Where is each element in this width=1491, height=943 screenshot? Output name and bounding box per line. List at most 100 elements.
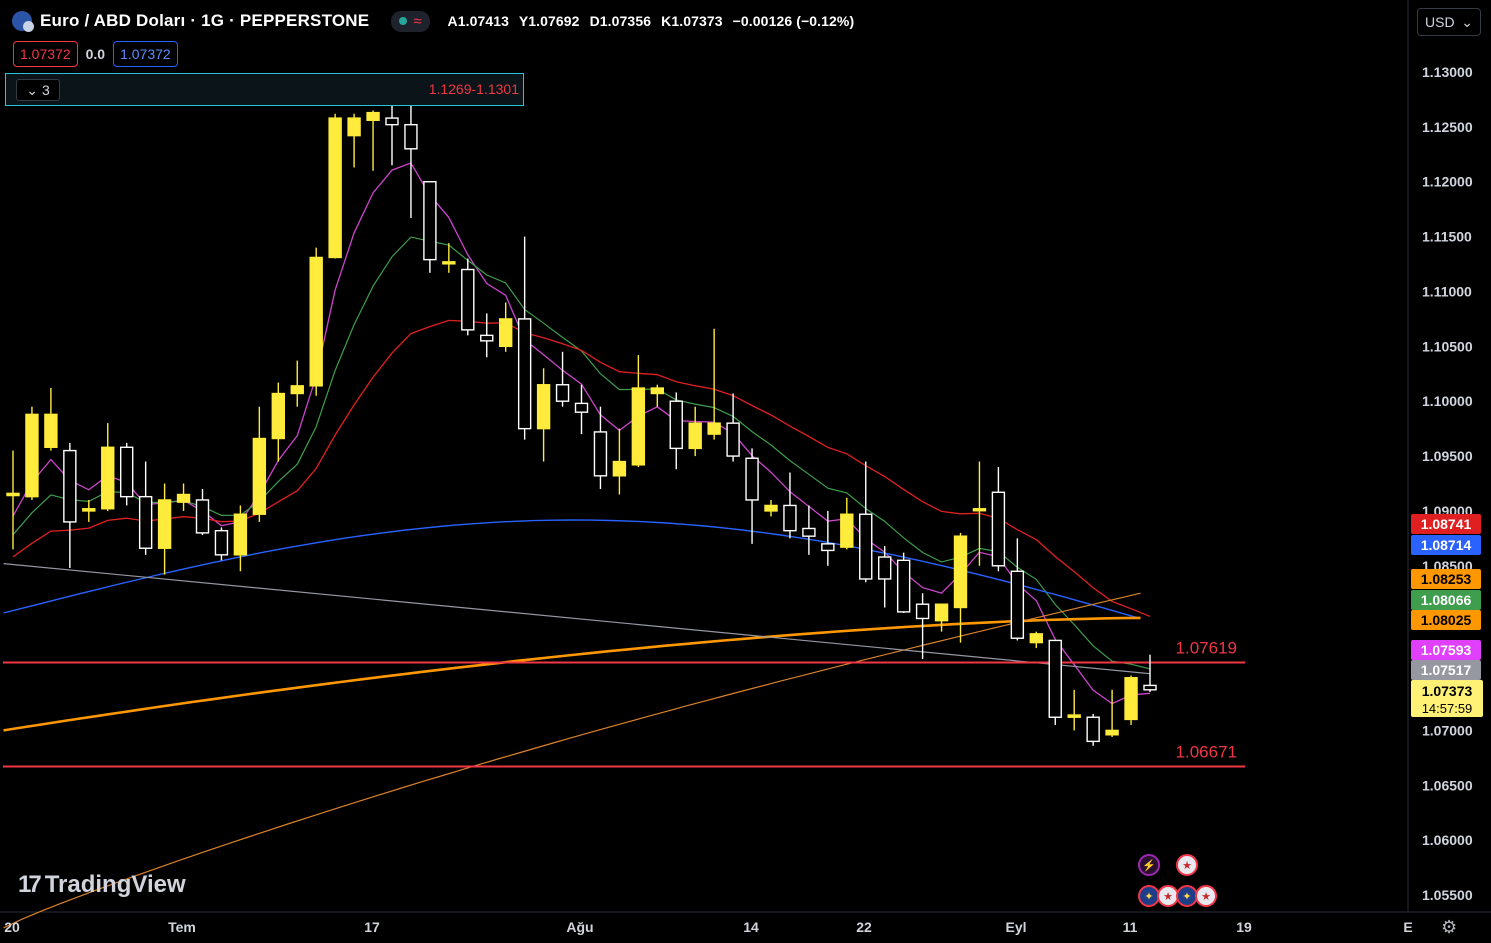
- candle[interactable]: [25, 406, 39, 500]
- y-tick-label: 1.10000: [1422, 393, 1473, 409]
- price-badge-bg: [1411, 569, 1481, 589]
- candle[interactable]: [119, 442, 134, 506]
- candle[interactable]: [726, 393, 740, 462]
- candle[interactable]: [63, 442, 77, 568]
- event-eu-flag-icon[interactable]: ✦: [1176, 885, 1198, 907]
- candle-body: [669, 400, 683, 450]
- candle[interactable]: [6, 450, 20, 550]
- candle[interactable]: [934, 603, 949, 632]
- chevron-down-icon: ⌄: [26, 81, 38, 98]
- candle[interactable]: [821, 510, 835, 566]
- candle-body: [214, 529, 229, 556]
- candle[interactable]: [783, 472, 797, 539]
- candle[interactable]: [366, 110, 380, 171]
- candle[interactable]: [176, 483, 191, 511]
- candle[interactable]: [1029, 631, 1044, 649]
- currency-select[interactable]: USD ⌄: [1417, 8, 1481, 36]
- candle[interactable]: [157, 483, 172, 575]
- tradingview-logo[interactable]: 17 TradingView: [18, 871, 186, 899]
- candle[interactable]: [650, 384, 664, 407]
- candle[interactable]: [915, 593, 930, 660]
- price-badge: 1.08714: [1411, 535, 1481, 555]
- indicator-collapse-button[interactable]: ⌄ 3: [16, 79, 60, 101]
- candle[interactable]: [991, 467, 1006, 572]
- candle[interactable]: [536, 368, 551, 462]
- candle[interactable]: [802, 505, 816, 555]
- price-badge-bg: [1411, 535, 1481, 555]
- candle[interactable]: [878, 546, 892, 608]
- candle[interactable]: [480, 313, 494, 358]
- y-tick-label: 1.06500: [1422, 777, 1473, 793]
- level-label: 1.07619: [1176, 638, 1237, 657]
- candle-body: [707, 422, 721, 435]
- candle[interactable]: [953, 532, 968, 643]
- symbol-title[interactable]: Euro / ABD Doları · 1G · PEPPERSTONE: [40, 11, 370, 30]
- candle[interactable]: [442, 243, 456, 273]
- candle[interactable]: [101, 423, 115, 511]
- candle-body: [101, 446, 115, 510]
- x-tick-label: 22: [856, 919, 872, 935]
- candle[interactable]: [1143, 654, 1157, 692]
- candle[interactable]: [840, 497, 854, 550]
- gear-icon[interactable]: ⚙: [1441, 917, 1458, 937]
- sma-orange-thin-line[interactable]: [3, 592, 1141, 929]
- candle[interactable]: [593, 406, 608, 489]
- candle[interactable]: [423, 181, 437, 273]
- candle[interactable]: [859, 461, 873, 583]
- market-status-pill[interactable]: ≈: [391, 10, 430, 32]
- candle[interactable]: [1124, 675, 1138, 725]
- candle[interactable]: [347, 113, 361, 168]
- candle[interactable]: [1105, 689, 1119, 737]
- candle[interactable]: [972, 461, 987, 566]
- candle[interactable]: [669, 392, 683, 470]
- candle[interactable]: [461, 258, 475, 336]
- candle[interactable]: [688, 406, 702, 457]
- candle[interactable]: [290, 360, 304, 407]
- ema-orange-line[interactable]: [3, 616, 1141, 732]
- candle[interactable]: [745, 448, 759, 544]
- candle[interactable]: [631, 355, 646, 468]
- candle[interactable]: [271, 382, 285, 462]
- ema-green-line[interactable]: [12, 236, 1151, 670]
- y-tick-label: 1.10500: [1422, 338, 1473, 354]
- event-us-flag-icon[interactable]: ★: [1176, 854, 1198, 876]
- candle[interactable]: [309, 247, 323, 396]
- candle[interactable]: [233, 505, 248, 572]
- candle[interactable]: [707, 328, 721, 440]
- event-bolt-icon[interactable]: ⚡: [1138, 854, 1160, 876]
- y-tick-label: 1.12500: [1422, 119, 1473, 135]
- price-zone-box[interactable]: ⌄ 3 1.1269-1.1301: [5, 73, 524, 106]
- candle-body: [934, 603, 949, 622]
- sell-button[interactable]: 1.07372: [13, 41, 78, 67]
- candle[interactable]: [138, 461, 153, 555]
- candle[interactable]: [555, 351, 570, 407]
- candle[interactable]: [1048, 639, 1062, 725]
- candle[interactable]: [328, 113, 342, 259]
- candle-body: [650, 387, 664, 395]
- trend-line[interactable]: [3, 563, 1151, 675]
- candle[interactable]: [1086, 713, 1100, 746]
- candle[interactable]: [612, 428, 627, 495]
- candle[interactable]: [404, 104, 418, 218]
- ema-blue-line[interactable]: [3, 519, 1141, 620]
- candle[interactable]: [82, 499, 96, 522]
- candle[interactable]: [252, 406, 267, 522]
- y-tick-label: 1.06000: [1422, 832, 1473, 848]
- candle[interactable]: [499, 302, 513, 352]
- candle[interactable]: [1067, 689, 1081, 731]
- candle[interactable]: [517, 236, 532, 440]
- event-us-flag-icon[interactable]: ★: [1195, 885, 1217, 907]
- candle-body: [271, 392, 285, 440]
- indicator-count: 3: [41, 82, 50, 98]
- candle[interactable]: [764, 499, 778, 517]
- candle[interactable]: [214, 527, 229, 561]
- buy-button[interactable]: 1.07372: [113, 41, 178, 67]
- candle[interactable]: [1010, 538, 1025, 641]
- candle[interactable]: [44, 388, 58, 451]
- candle[interactable]: [896, 552, 911, 613]
- price-badge-label: 1.07593: [1421, 642, 1472, 658]
- candle[interactable]: [385, 97, 399, 166]
- candle[interactable]: [195, 488, 210, 536]
- candle[interactable]: [574, 384, 589, 435]
